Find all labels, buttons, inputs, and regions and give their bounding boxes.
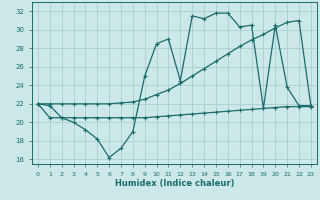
X-axis label: Humidex (Indice chaleur): Humidex (Indice chaleur) — [115, 179, 234, 188]
